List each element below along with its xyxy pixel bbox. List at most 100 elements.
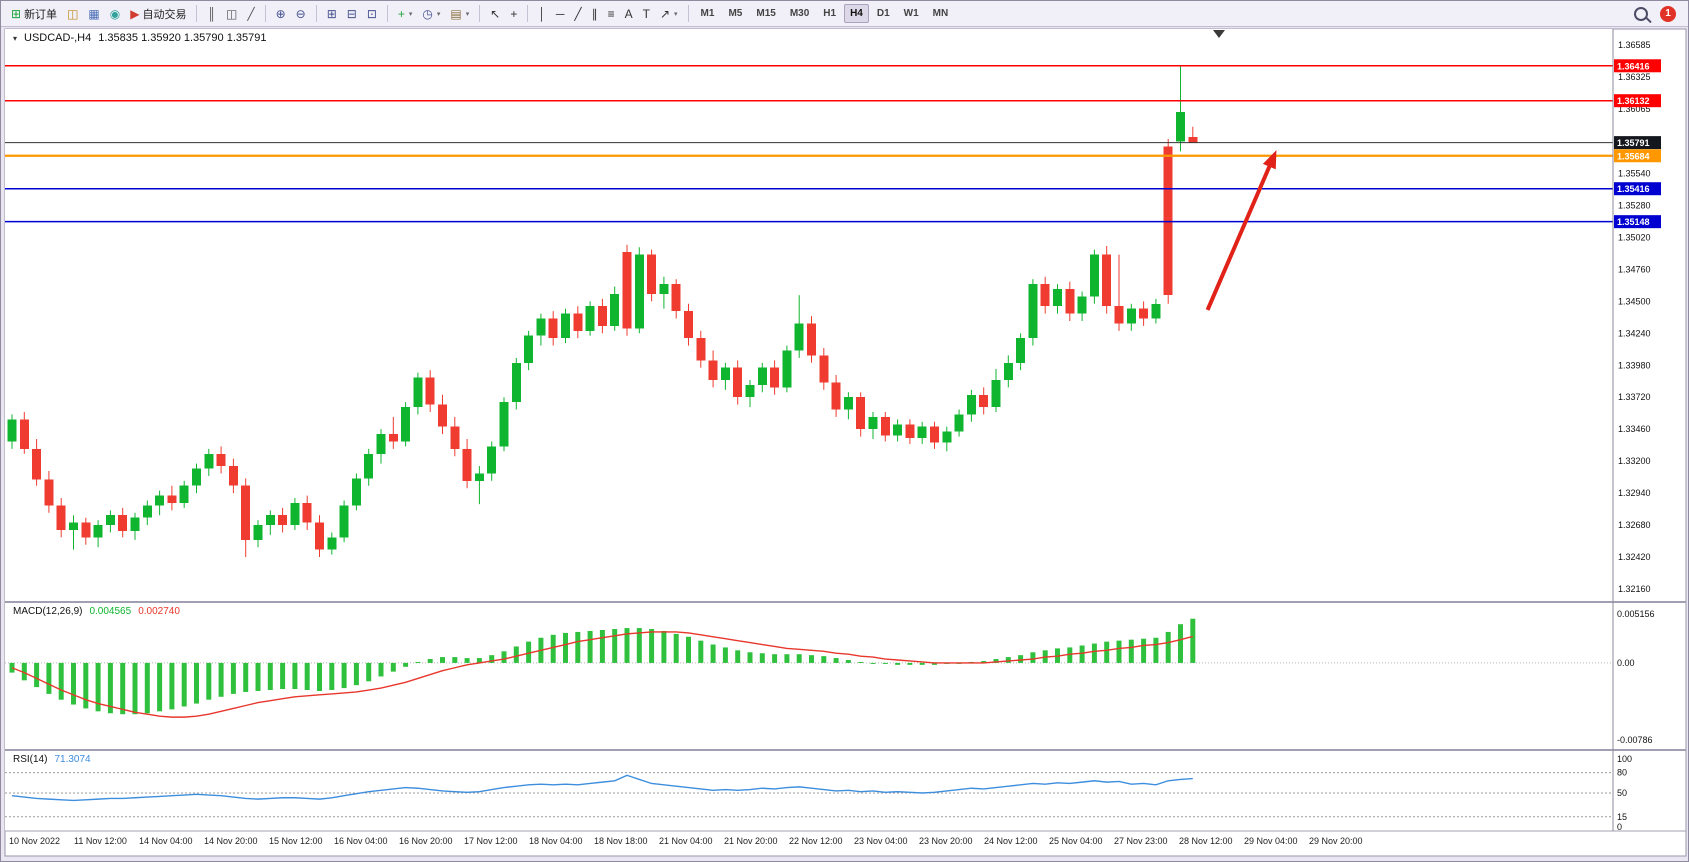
arrange-windows-button[interactable]: ⊡	[363, 6, 381, 22]
rsi-line	[11, 774, 1193, 802]
svg-text:1.35416: 1.35416	[1617, 184, 1650, 194]
svg-text:1.35020: 1.35020	[1618, 232, 1651, 242]
candlestick-type-button[interactable]: ◫	[222, 6, 241, 22]
label-tool-button[interactable]: T	[639, 6, 654, 22]
dropdown-caret-icon: ▾	[408, 10, 413, 18]
timeframe-m1-button[interactable]: M1	[700, 8, 715, 19]
macd-signal-line	[11, 631, 1193, 718]
vertical-line-tool-icon: │	[538, 6, 546, 21]
time-axis[interactable]: 10 Nov 2022 11 Nov 12:00 14 Nov 04:00 14 No…	[9, 836, 1363, 846]
toolbar-separator	[479, 5, 481, 22]
new-order-button[interactable]: ⊞ 新订单	[7, 4, 61, 24]
macd-label: MACD(12,26,9) 0.004565 0.002740	[13, 606, 180, 617]
cursor-tool-button[interactable]: ↖	[486, 6, 504, 22]
timeframe-w1-button[interactable]: W1	[903, 8, 919, 19]
auto-trading-icon: ▶	[130, 6, 140, 21]
timeframe-m15-button[interactable]: M15	[756, 8, 776, 19]
svg-text:14 Nov 04:00: 14 Nov 04:00	[139, 836, 193, 846]
macd-value-signal: 0.002740	[138, 606, 180, 617]
svg-text:18 Nov 04:00: 18 Nov 04:00	[529, 836, 583, 846]
toolbar-separator	[315, 5, 317, 22]
zoom-in-button[interactable]: ⊕	[272, 6, 290, 22]
search-icon[interactable]	[1634, 6, 1648, 21]
periods-button[interactable]: ◷ ▾	[418, 6, 444, 22]
timeframe-mn-button[interactable]: MN	[932, 8, 949, 19]
svg-text:1.35280: 1.35280	[1618, 200, 1651, 210]
fibonacci-tool-icon: ≡	[607, 6, 615, 21]
new-order-button-label: 新订单	[24, 8, 58, 21]
timeframe-h4-button[interactable]: H4	[844, 4, 869, 23]
auto-trading-button[interactable]: ▶ 自动交易	[126, 4, 190, 24]
svg-text:1.36585: 1.36585	[1618, 40, 1651, 50]
price-badge	[1614, 215, 1661, 229]
charts-icon-button[interactable]: ◫	[63, 6, 82, 22]
timeframe-d1-button[interactable]: D1	[876, 8, 890, 19]
price-badge	[1614, 94, 1661, 108]
vertical-line-tool-button[interactable]: │	[534, 6, 550, 22]
svg-text:1.36065: 1.36065	[1618, 104, 1651, 114]
one-click-trading-toggle[interactable]: ▾	[13, 33, 18, 43]
timeframe-m30-button[interactable]: M30	[789, 8, 810, 19]
svg-text:0: 0	[1617, 822, 1622, 832]
main-chart-pane[interactable]	[5, 29, 1613, 601]
rsi-pane[interactable]	[5, 751, 1613, 831]
trendline-tool-button[interactable]: ╱	[570, 6, 585, 22]
price-scale[interactable]: 1.36585 1.36325 1.36065 1.35540 1.35280 1.350…	[1614, 40, 1661, 594]
toolbar-separator	[527, 5, 529, 22]
arrows-tool-icon: ↗	[659, 6, 671, 21]
arrange-windows-icon: ⊡	[366, 6, 377, 21]
bar-chart-type-button[interactable]: ║	[203, 6, 220, 22]
symbol-period-label: USDCAD-,H4	[24, 32, 92, 44]
svg-text:21 Nov 04:00: 21 Nov 04:00	[659, 836, 713, 846]
svg-text:1.32680: 1.32680	[1618, 520, 1651, 530]
channel-tool-button[interactable]: ∥	[588, 6, 602, 22]
horizontal-line-tool-button[interactable]: ─	[552, 6, 569, 22]
price-badge	[1614, 149, 1661, 163]
toolbar-separator	[687, 5, 689, 22]
text-tool-button[interactable]: A	[621, 6, 637, 22]
fibonacci-tool-button[interactable]: ≡	[604, 6, 619, 22]
svg-text:29 Nov 20:00: 29 Nov 20:00	[1309, 836, 1363, 846]
toolbar-separator	[196, 5, 198, 22]
trend-arrow-annotation[interactable]	[1205, 160, 1274, 311]
svg-text:17 Nov 12:00: 17 Nov 12:00	[464, 836, 518, 846]
svg-text:1.32420: 1.32420	[1618, 552, 1651, 562]
charts-icon-icon: ◫	[67, 6, 79, 21]
cursor-tool-icon: ↖	[490, 6, 501, 21]
svg-text:0.005156: 0.005156	[1617, 609, 1655, 619]
timeframe-h1-button[interactable]: H1	[823, 8, 837, 19]
svg-text:1.36325: 1.36325	[1618, 72, 1651, 82]
rsi-label: RSI(14) 71.3074	[13, 754, 91, 765]
profiles-button[interactable]: ▦	[84, 6, 103, 22]
svg-text:29 Nov 04:00: 29 Nov 04:00	[1244, 836, 1298, 846]
templates-button[interactable]: ▤ ▾	[446, 6, 473, 22]
zoom-out-icon: ⊖	[295, 6, 306, 21]
svg-text:-0.00786: -0.00786	[1617, 735, 1653, 745]
line-chart-type-button[interactable]: ╱	[243, 6, 258, 22]
auto-trading-button-label: 自动交易	[142, 8, 187, 21]
toolbar-separator	[386, 5, 388, 22]
dropdown-caret-icon: ▾	[436, 10, 441, 18]
indicators-button[interactable]: + ▾	[394, 6, 417, 22]
chart-shift-marker[interactable]	[1213, 30, 1225, 38]
crosshair-tool-button[interactable]: +	[506, 6, 521, 22]
notification-badge[interactable]: 1	[1660, 5, 1676, 22]
svg-text:23 Nov 20:00: 23 Nov 20:00	[919, 836, 973, 846]
macd-pane[interactable]	[5, 603, 1613, 749]
svg-text:11 Nov 12:00: 11 Nov 12:00	[74, 836, 127, 846]
timeframe-m5-button[interactable]: M5	[728, 8, 743, 19]
text-tool-icon: A	[624, 6, 633, 21]
cascade-windows-button[interactable]: ⊟	[343, 6, 361, 22]
zoom-out-button[interactable]: ⊖	[292, 6, 310, 22]
svg-text:0.00: 0.00	[1617, 658, 1635, 668]
svg-text:21 Nov 20:00: 21 Nov 20:00	[724, 836, 778, 846]
market-watch-button[interactable]: ◉	[106, 6, 124, 22]
profiles-icon: ▦	[88, 6, 100, 21]
arrows-tool-button[interactable]: ↗ ▾	[656, 6, 682, 22]
new-order-icon: ⊞	[11, 6, 22, 21]
svg-text:15 Nov 12:00: 15 Nov 12:00	[269, 836, 323, 846]
svg-text:16 Nov 20:00: 16 Nov 20:00	[399, 836, 453, 846]
tile-windows-button[interactable]: ⊞	[323, 6, 341, 22]
